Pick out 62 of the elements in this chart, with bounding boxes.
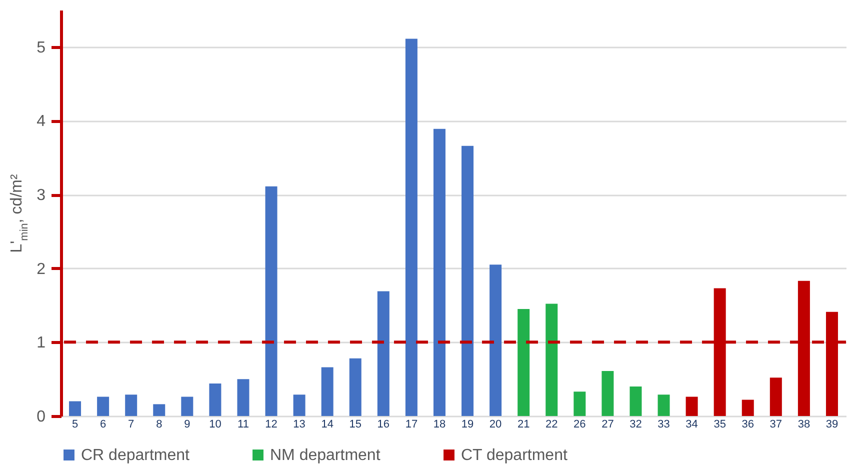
x-tick-label: 38 <box>798 418 810 430</box>
x-tick-label: 8 <box>156 418 162 430</box>
x-tick-label: 39 <box>826 418 838 430</box>
bar <box>490 264 502 416</box>
y-tick-label: 5 <box>36 39 46 56</box>
y-tick-label: 0 <box>36 408 46 426</box>
bar <box>433 128 446 416</box>
x-tick-label: 16 <box>377 418 390 430</box>
bar <box>349 358 362 416</box>
x-tick-label: 9 <box>184 418 190 430</box>
bar <box>658 394 670 416</box>
x-tick-label: 20 <box>489 418 502 430</box>
x-tick-label: 34 <box>686 418 698 430</box>
bar <box>237 379 250 416</box>
x-tick-label: 26 <box>574 418 586 430</box>
bar <box>377 291 390 416</box>
bar <box>462 146 474 416</box>
x-tick-label: 21 <box>517 418 530 430</box>
bar <box>518 308 530 416</box>
y-tick-label: 2 <box>36 260 46 278</box>
legend-label: CT department <box>461 447 568 464</box>
x-tick-label: 10 <box>209 418 222 430</box>
y-tick-label: 3 <box>36 187 46 204</box>
bar <box>153 404 166 416</box>
x-tick-label: 36 <box>742 418 754 430</box>
bar <box>321 367 334 416</box>
x-tick-label: 15 <box>349 418 362 430</box>
bar <box>97 396 110 416</box>
x-tick-label: 13 <box>293 418 306 430</box>
x-tick-label: 5 <box>72 418 78 430</box>
x-tick-label: 11 <box>238 418 249 430</box>
bar <box>602 370 614 416</box>
bar <box>770 378 782 416</box>
x-tick-label: 22 <box>546 418 558 430</box>
legend-label: CR department <box>81 447 190 464</box>
x-tick-label: 17 <box>405 418 418 430</box>
bar <box>181 396 194 416</box>
bar <box>574 392 586 416</box>
x-tick-label: 33 <box>658 418 670 430</box>
bar <box>293 394 306 416</box>
bar <box>742 400 754 416</box>
x-tick-label: 14 <box>321 418 334 430</box>
x-tick-label: 6 <box>100 418 106 430</box>
x-tick-label: 18 <box>433 418 446 430</box>
y-tick-label: 4 <box>36 113 46 130</box>
legend-label: NM department <box>270 447 381 464</box>
x-tick-label: 37 <box>770 418 782 430</box>
x-tick-label: 19 <box>461 418 474 430</box>
bar <box>69 401 82 416</box>
x-tick-label: 7 <box>128 418 134 430</box>
x-tick-label: 35 <box>714 418 726 430</box>
bar <box>265 186 278 416</box>
bar <box>686 396 698 416</box>
bar <box>546 304 558 416</box>
bar <box>125 394 138 416</box>
bar <box>405 38 418 416</box>
x-tick-label: 12 <box>265 418 278 430</box>
y-tick-label: 1 <box>36 334 46 352</box>
x-tick-label: 32 <box>630 418 642 430</box>
bar <box>209 384 222 416</box>
bar <box>630 386 642 416</box>
x-tick-label: 27 <box>602 418 614 430</box>
